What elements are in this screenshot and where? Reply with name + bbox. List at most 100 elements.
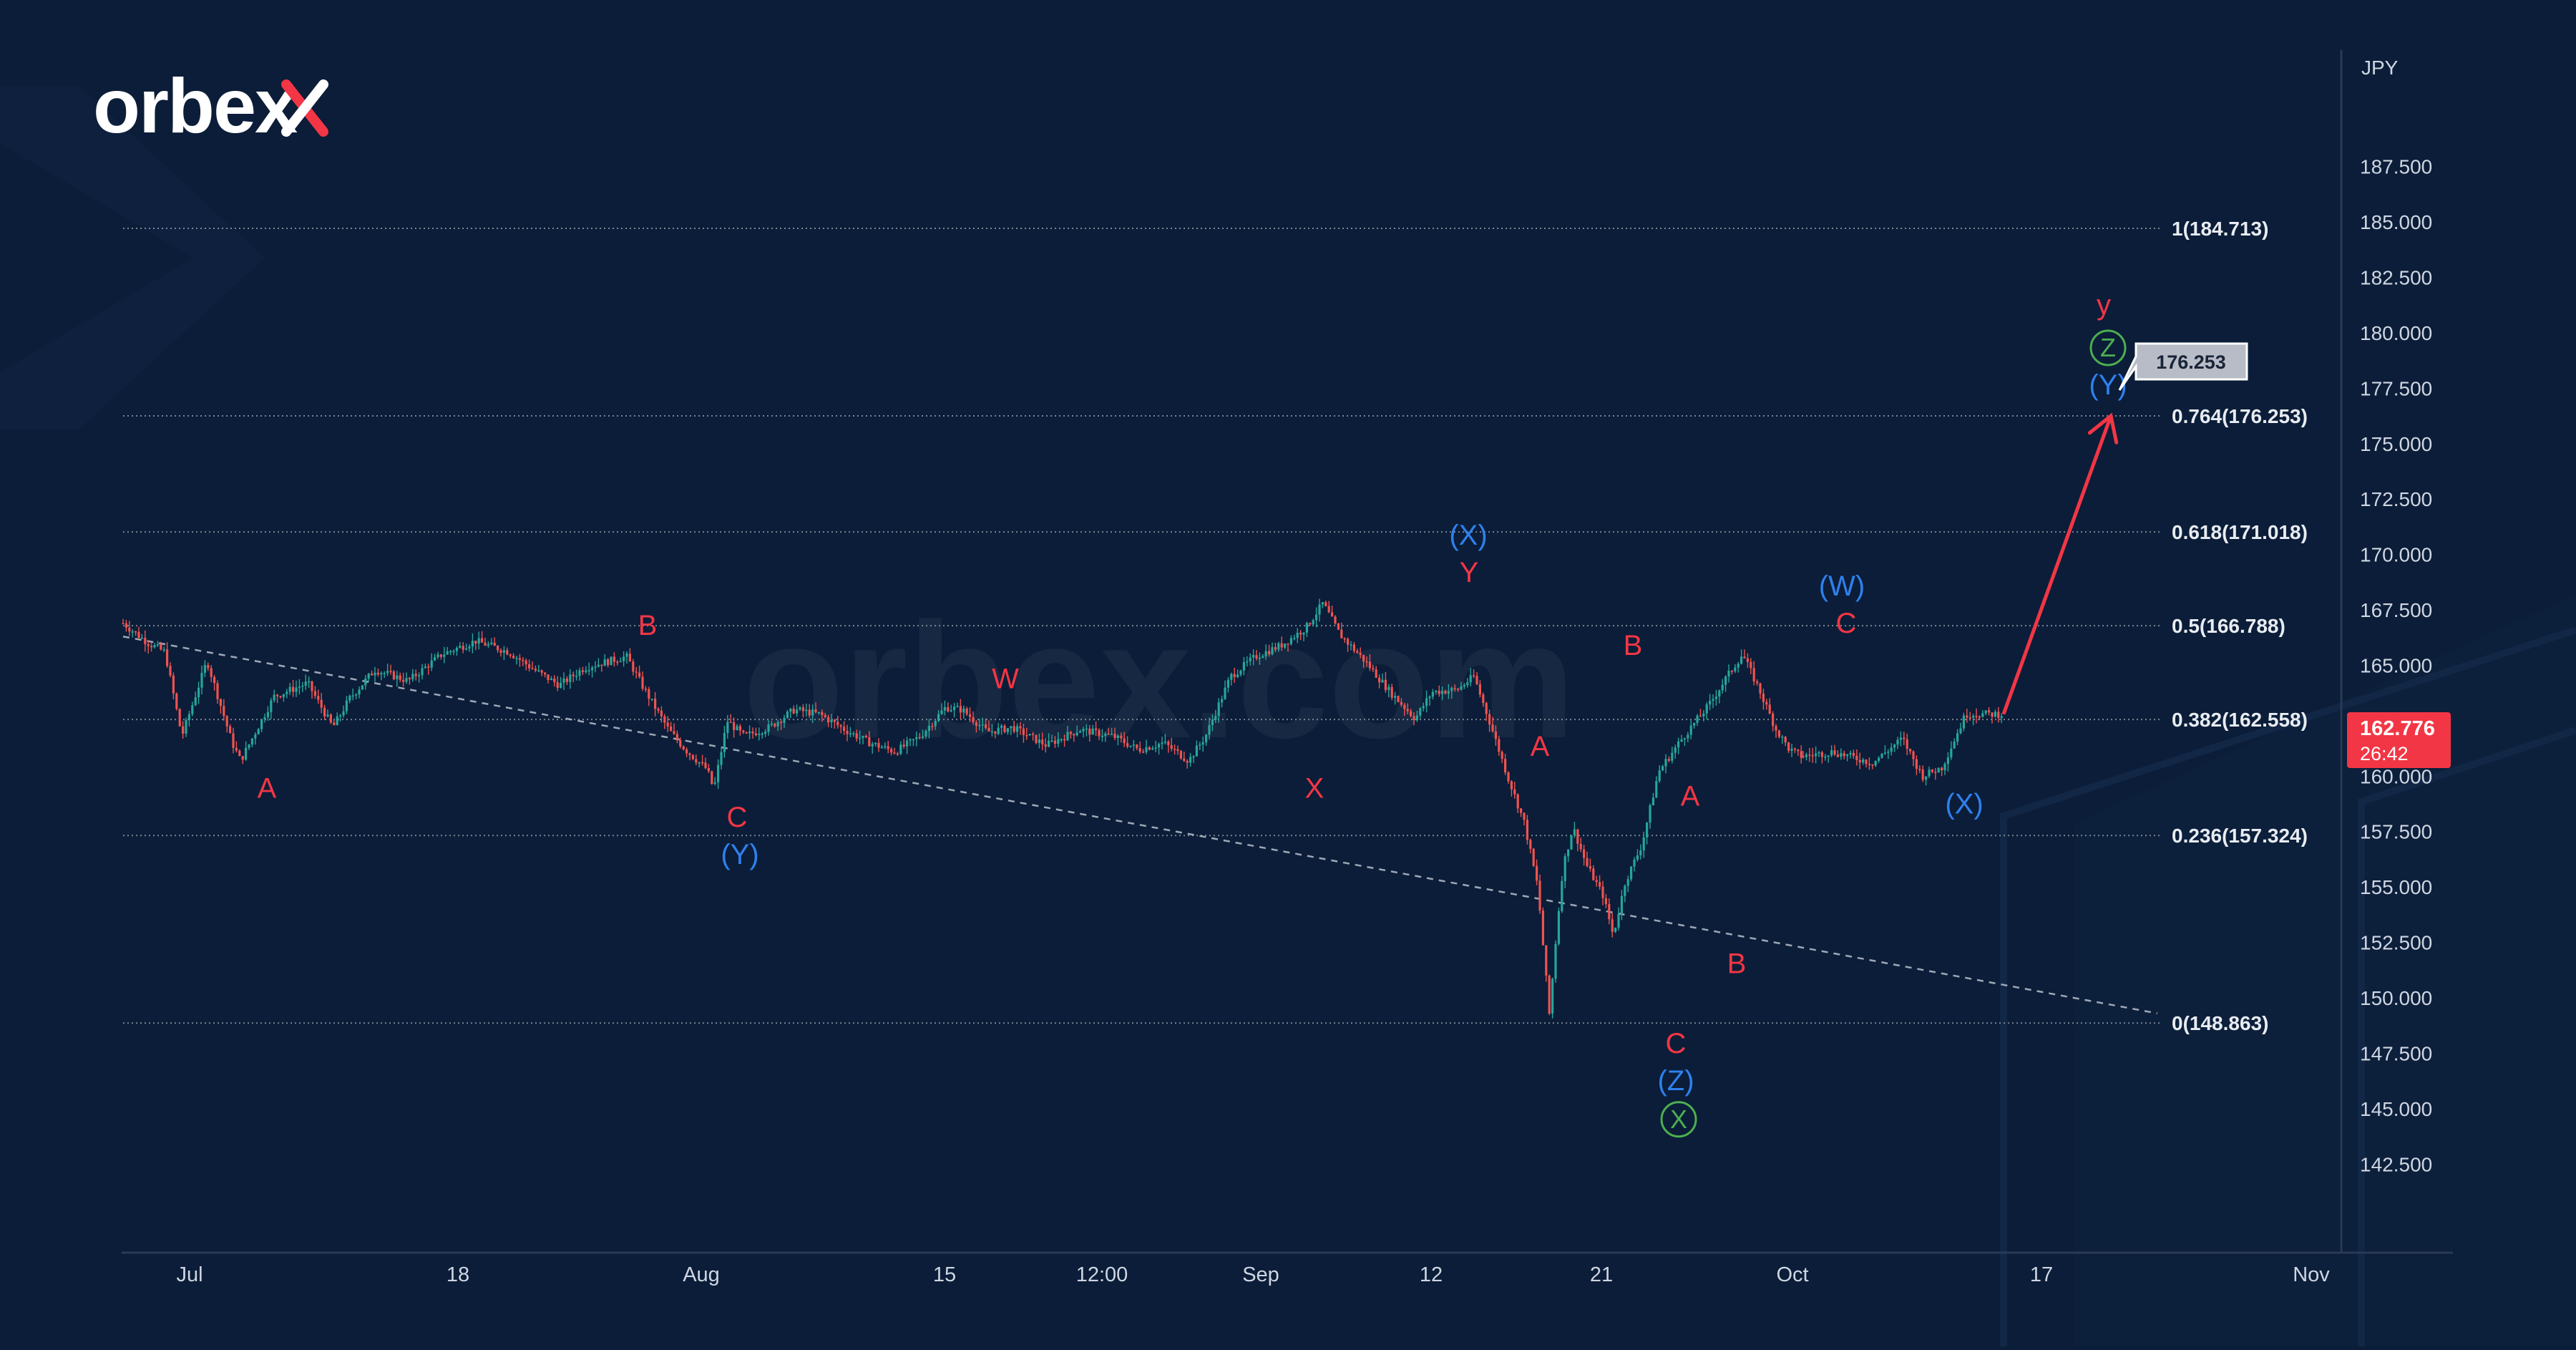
candle-body (1457, 689, 1460, 690)
candle-body (427, 666, 430, 668)
candle-body (531, 668, 534, 669)
candle-body (455, 648, 458, 651)
candle-body (169, 666, 172, 676)
candle-body (808, 709, 811, 716)
candle-body (1390, 686, 1393, 698)
candle-body (1142, 752, 1145, 753)
candle-body (481, 638, 484, 643)
candle-body (1485, 703, 1488, 714)
candle-body (1312, 620, 1314, 625)
candle-body (1513, 789, 1516, 795)
candle-body (1469, 675, 1472, 683)
candle-body (474, 641, 477, 644)
candle-body (1946, 757, 1949, 764)
candle-body (1179, 751, 1182, 759)
candle-body (1356, 651, 1359, 654)
candle-body (1208, 724, 1211, 735)
candle-body (1727, 671, 1730, 677)
candle-body (1808, 754, 1811, 756)
candle-body (1674, 747, 1677, 753)
candle-body (789, 709, 792, 712)
candle-body (156, 644, 159, 646)
candle-body (619, 661, 622, 663)
candle-body (1460, 686, 1463, 690)
candle-body (232, 733, 235, 748)
candle-body (320, 699, 323, 708)
candle-body (1689, 725, 1692, 735)
candle-body (235, 747, 238, 751)
candle-body (282, 694, 285, 697)
candle-body (1858, 759, 1861, 763)
candle-body (1997, 712, 2000, 718)
candle-body (434, 656, 436, 661)
candle-body (1406, 709, 1409, 712)
fib-level-label: 0(148.863) (2172, 1012, 2268, 1034)
fib-level-label: 0.618(171.018) (2172, 521, 2308, 543)
candle-body (1224, 687, 1226, 699)
y-tick-label: 185.000 (2360, 211, 2432, 233)
candle-body (1151, 748, 1154, 750)
candle-body (871, 744, 874, 747)
wave-label-circle (1660, 1101, 1697, 1138)
candle-body (292, 686, 295, 692)
candle-body (270, 700, 273, 712)
candle-body (909, 739, 912, 741)
candle-body (1324, 602, 1327, 606)
candle-body (682, 746, 685, 750)
candle-body (707, 768, 710, 772)
y-tick-label: 147.500 (2360, 1042, 2432, 1064)
wave-label: (X) (1449, 520, 1487, 551)
candle-body (1268, 651, 1271, 655)
candle-body (553, 678, 556, 683)
candle-body (484, 642, 487, 646)
candle-body (1075, 732, 1078, 736)
candle-body (1868, 764, 1870, 765)
candle-body (572, 674, 575, 676)
candle-body (544, 672, 547, 675)
candle-body (1551, 978, 1554, 1014)
candle-body (1504, 759, 1507, 773)
candle-body (1968, 717, 1971, 719)
candle-body (1702, 713, 1705, 717)
candle-body (893, 752, 896, 754)
trendline-layer (122, 635, 2158, 1014)
candle-body (657, 709, 660, 711)
wave-label: A (1531, 731, 1550, 762)
candle-body (1274, 647, 1277, 650)
candle-body (1028, 734, 1031, 736)
candle-body (578, 670, 581, 676)
candle-body (376, 672, 379, 675)
candle-body (1195, 745, 1198, 757)
candle-body (1843, 753, 1845, 757)
candle-body (358, 689, 361, 695)
candle-body (430, 660, 433, 668)
candle-body (418, 675, 421, 676)
candle-body (207, 665, 210, 669)
y-tick-label: 180.000 (2360, 322, 2432, 344)
candle-body (1271, 647, 1274, 655)
candle-body (248, 744, 250, 748)
candle-body (203, 665, 206, 673)
candle-body (1614, 927, 1617, 932)
candle-body (288, 686, 291, 692)
candle-body (1501, 752, 1503, 759)
candle-body (1022, 728, 1025, 736)
candle-body (364, 678, 367, 686)
candle-body (1510, 781, 1513, 790)
candle-body (726, 722, 729, 733)
candle-body (386, 671, 389, 674)
candle-body (849, 733, 852, 735)
candle-body (1646, 822, 1649, 837)
candle-body (509, 654, 512, 656)
candle-body (600, 664, 603, 666)
candle-body (1167, 741, 1170, 746)
candle-body (487, 644, 489, 646)
candle-body (1205, 734, 1208, 742)
candle-body (1186, 760, 1189, 763)
candle-body (1287, 644, 1289, 645)
candle-body (855, 733, 858, 739)
candle-body (1003, 725, 1006, 732)
candle-body (918, 737, 921, 739)
wave-label: (X) (1945, 788, 1983, 820)
wave-label: Y (1460, 557, 1479, 588)
